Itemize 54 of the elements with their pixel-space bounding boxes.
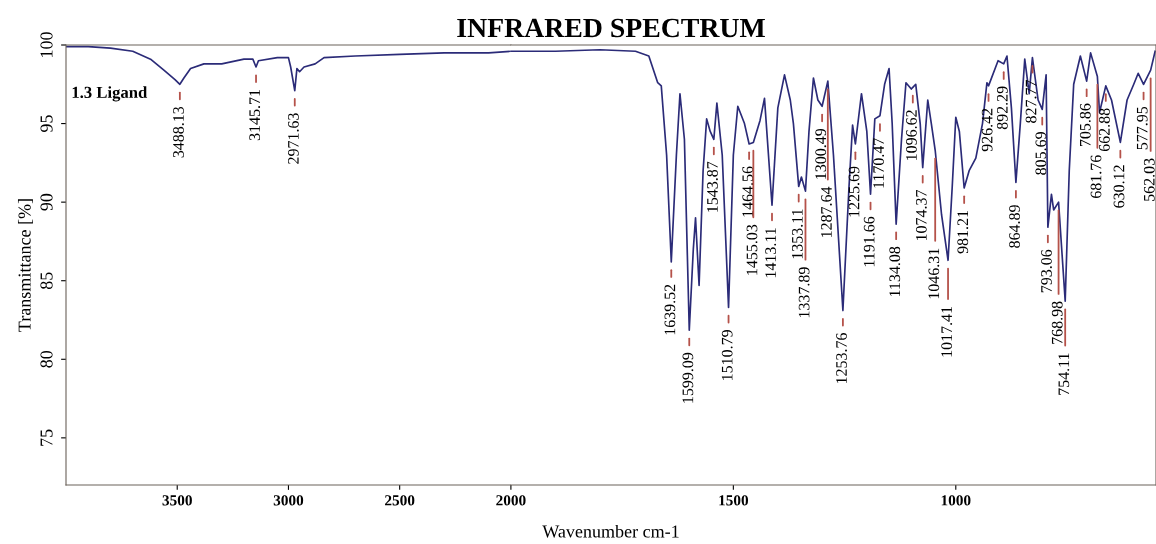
annotation: 864.89: [1009, 205, 1020, 248]
y-tick-label: 100: [40, 32, 53, 57]
annotation: 1225.69: [848, 166, 860, 217]
annotation: 2971.63: [288, 113, 299, 164]
annotation: 1170.47: [873, 138, 885, 188]
annotation: 562.03: [1143, 158, 1155, 201]
x-tick-label: 2000: [496, 495, 526, 506]
chart-title: INFRARED SPECTRUM: [457, 18, 765, 38]
annotation: 681.76: [1090, 155, 1102, 198]
annotation: 1353.11: [791, 209, 803, 259]
annotation: 1510.79: [721, 330, 733, 380]
annotation: 1464.56: [742, 166, 754, 217]
x-tick-label: 1500: [719, 495, 749, 506]
x-tick-label: 1000: [941, 495, 971, 506]
annotation: 630.12: [1113, 165, 1125, 208]
annotation: 1074.37: [915, 190, 927, 241]
annotation: 768.98: [1051, 301, 1063, 344]
annotation: 754.11: [1058, 353, 1070, 395]
annotation: 827.77: [1025, 80, 1037, 123]
annotation: 892.29: [996, 86, 1008, 130]
annotation: 662.88: [1099, 108, 1110, 152]
annotation: 1046.31: [928, 248, 940, 299]
annotation: 1543.87: [707, 161, 718, 212]
x-tick-label: 3000: [273, 495, 304, 506]
annotation: 705.86: [1079, 103, 1091, 147]
annotation: 1300.49: [815, 128, 827, 179]
annotation: 1599.09: [682, 352, 694, 403]
annotation: 1455.03: [746, 224, 758, 275]
annotation: 1413.11: [765, 228, 777, 278]
annotation: 3488.13: [173, 106, 184, 158]
y-tick-label: 80: [40, 350, 53, 368]
annotation: 1337.89: [798, 267, 810, 318]
annotation: 1096.62: [906, 110, 917, 160]
annotation: 1253.76: [836, 333, 847, 384]
y-axis-title: Transmittance [%]: [17, 199, 33, 332]
annotation: 1639.52: [664, 284, 676, 335]
y-tick-label: 85: [40, 272, 53, 290]
annotation: 981.21: [957, 210, 969, 254]
x-axis-title: Wavenumber cm-1: [542, 524, 679, 538]
annotation: 926.42: [981, 108, 993, 152]
annotation: 1191.66: [863, 216, 875, 267]
x-tick-label: 3500: [162, 495, 192, 506]
annotation: 805.69: [1035, 132, 1047, 175]
annotation: 1017.41: [941, 306, 953, 357]
annotation: 3145.71: [249, 89, 261, 141]
annotation: 1134.08: [889, 246, 901, 297]
y-tick-label: 95: [40, 115, 53, 133]
y-tick-label: 75: [40, 429, 53, 446]
annotation: 1287.64: [821, 186, 832, 237]
annotation: 793.06: [1041, 249, 1052, 293]
annotation: 577.95: [1136, 106, 1148, 150]
annotation: 1.3 Ligand: [72, 86, 148, 102]
x-tick-label: 2500: [385, 495, 415, 506]
y-tick-label: 90: [40, 193, 53, 211]
